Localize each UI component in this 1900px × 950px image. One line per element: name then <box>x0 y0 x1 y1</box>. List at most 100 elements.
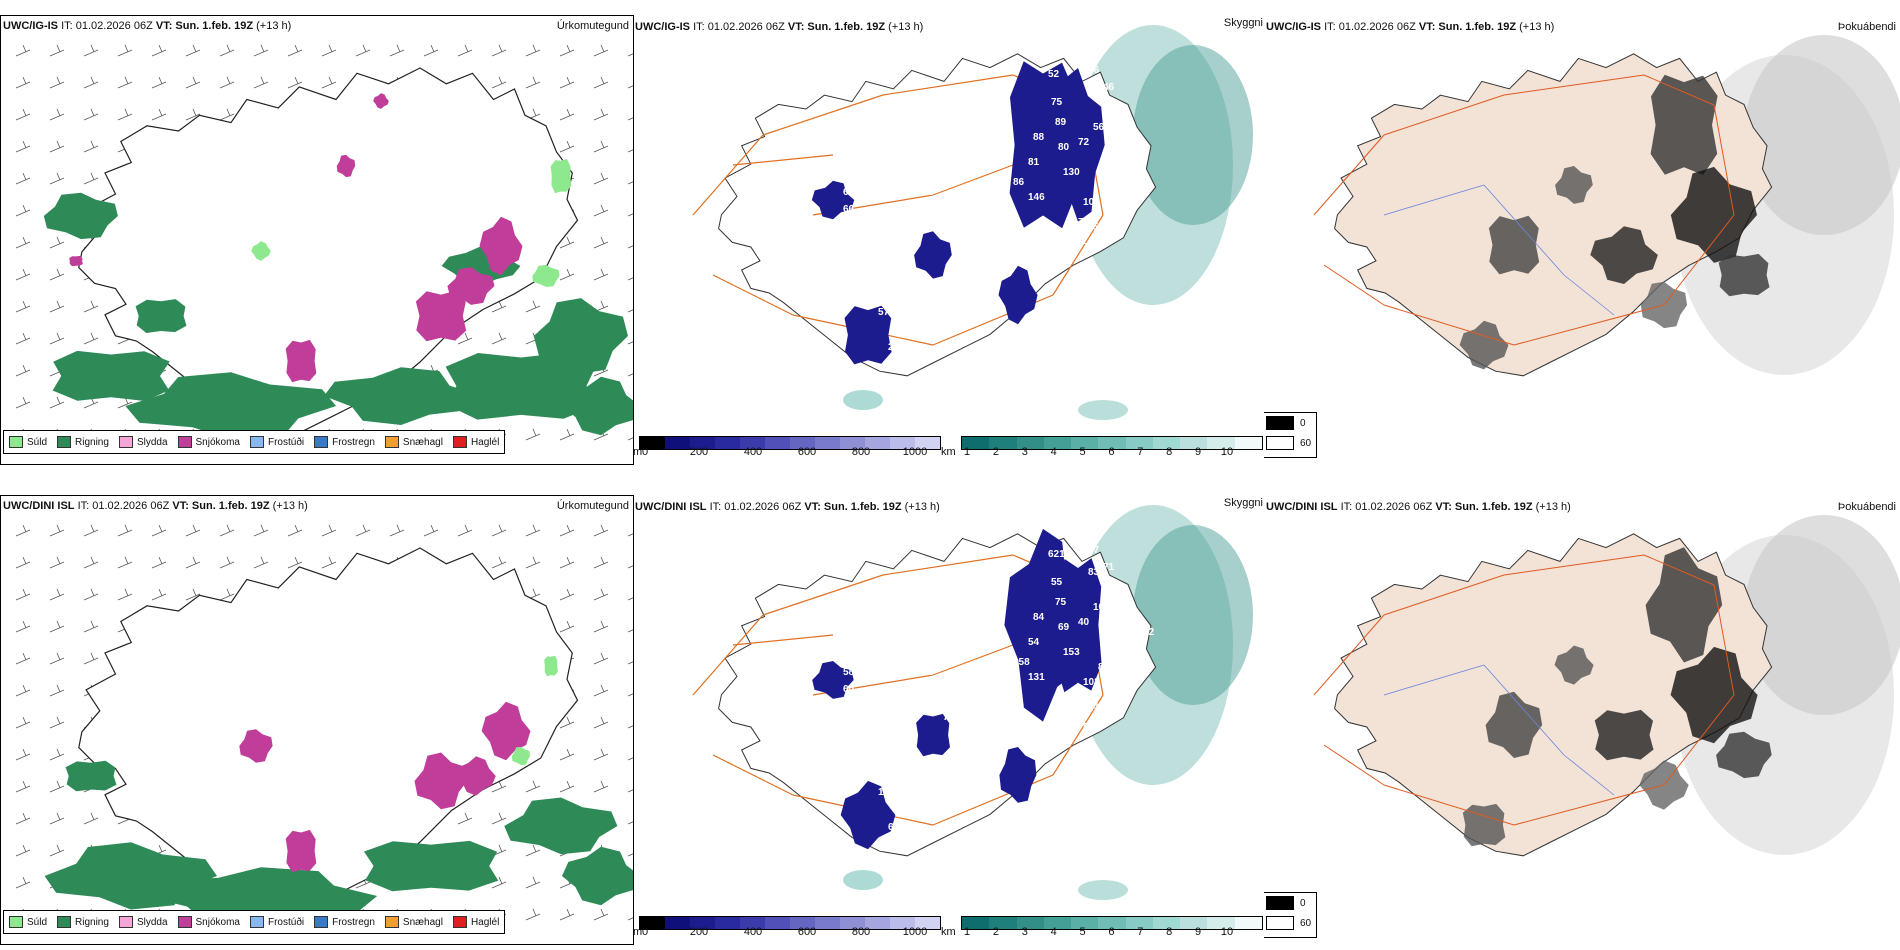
legend-item: Slydda <box>118 916 168 928</box>
ceiling-value: 39 <box>1038 752 1050 763</box>
wind-barb <box>457 812 473 825</box>
ceiling-value: 71 <box>1113 217 1125 228</box>
ceiling-value: 81 <box>1028 157 1040 168</box>
rain-areas <box>43 192 633 440</box>
wind-barb <box>151 108 167 121</box>
road <box>712 274 794 316</box>
ceiling-value: 60 <box>888 822 900 833</box>
visibility-haze-area <box>1133 45 1253 225</box>
colorbar-step <box>790 917 815 929</box>
colorbar-step <box>1098 917 1126 929</box>
wind-barb <box>525 876 541 889</box>
ceiling-panel-name: Skyggni <box>1223 497 1263 509</box>
legend-swatch <box>452 436 467 448</box>
road <box>1713 584 1735 696</box>
wind-barb <box>185 588 201 601</box>
fog-panel-name: Þokuábendi <box>1837 501 1896 513</box>
wind-barb <box>49 588 65 601</box>
precip-legend: Súld Rigning Slydda Snjókoma Frostúði Frostre… <box>3 910 506 934</box>
wind-barb <box>287 76 303 89</box>
wind-barb <box>49 716 65 729</box>
wind-barb <box>593 780 609 793</box>
wind-barb <box>355 44 371 57</box>
legend-swatch <box>249 916 264 928</box>
ceiling-value: 38 <box>1128 667 1140 678</box>
wind-barb <box>593 268 609 281</box>
fog-dark-area <box>1555 166 1593 204</box>
fog-dark-area <box>1488 215 1540 275</box>
ceiling-value: 86 <box>1038 272 1050 283</box>
legend-label: Súld <box>27 916 48 928</box>
wind-barb <box>15 780 31 793</box>
ceiling-value: 72 <box>1078 137 1090 148</box>
fog-dark-area <box>1462 803 1506 847</box>
legend-swatch <box>384 436 399 448</box>
snow-areas <box>69 93 523 383</box>
ceiling-value: 69 <box>1058 622 1070 633</box>
wind-barb <box>525 844 541 857</box>
road <box>1052 694 1104 776</box>
ceiling-value: 85 <box>1098 662 1110 673</box>
colorbar-step <box>1180 917 1208 929</box>
panel-title: UWC/DINI ISL IT: 01.02.2026 06Z VT: Sun.… <box>635 501 940 513</box>
wind-barb <box>627 437 633 441</box>
cloud-ceiling-area <box>999 747 1037 803</box>
colorbar-step <box>1043 437 1072 449</box>
colorbar-tick-label: 5 <box>1079 446 1086 458</box>
colorbar-step <box>962 437 990 449</box>
ceiling-value: 69 <box>1078 697 1090 708</box>
wind-barb <box>15 140 31 153</box>
wind-barb <box>593 76 609 89</box>
visibility-haze-area <box>843 870 883 890</box>
colorbar-tick-label: 1 <box>963 446 971 458</box>
fog-dark-area <box>1485 691 1543 758</box>
wind-barb <box>15 204 31 217</box>
ceiling-value: 18 <box>923 667 935 678</box>
visibility-colorbar-ticks: 1 2 3 4 5 6 7 8 9 10 <box>964 926 1237 940</box>
precip-type-panel: UWC/DINI ISL IT: 01.02.2026 06Z VT: Sun.… <box>0 495 634 945</box>
wind-barb <box>49 396 65 409</box>
road <box>1643 74 1715 106</box>
snow-area <box>69 255 83 267</box>
colorbar-tick-label: 1000 <box>902 446 928 458</box>
fog-panel-name: Þokuábendi <box>1837 21 1896 33</box>
wind-barb <box>49 684 65 697</box>
model-name: UWC/DINI ISL <box>1266 501 1338 513</box>
ceiling-value: 37 <box>1123 132 1135 143</box>
fog-dark-areas <box>1462 547 1772 847</box>
ceiling-value: 73 <box>1083 242 1095 253</box>
wind-barb <box>559 908 575 921</box>
legend-item: Snjókoma <box>177 436 240 448</box>
colorbar-tick-label: 0 <box>641 446 649 458</box>
wind-barb <box>83 172 99 185</box>
wind-barb <box>15 44 31 57</box>
colorbar-tick-label: 4 <box>1050 926 1057 938</box>
rain-area <box>445 352 597 420</box>
ceiling-value: 27 <box>888 342 900 353</box>
wind-barb <box>83 556 99 569</box>
ceiling-value: 59 <box>1113 697 1125 708</box>
wind-barb <box>457 332 473 345</box>
wind-barb <box>627 661 633 665</box>
cloud-ceiling-area <box>812 661 854 699</box>
rain-area <box>43 192 118 240</box>
model-name: UWC/DINI ISL <box>3 500 75 512</box>
ceiling-value: 15 <box>923 187 935 198</box>
visibility-colorbar <box>961 916 1263 930</box>
wind-barb <box>15 748 31 761</box>
wind-barb <box>49 236 65 249</box>
cloud-ceiling-area <box>811 180 855 220</box>
wind-barb <box>627 725 633 729</box>
cloud-ceiling-area <box>998 265 1038 325</box>
snow-areas <box>239 701 531 873</box>
legend-label: Frostúði <box>267 436 305 448</box>
wind-barb <box>593 236 609 249</box>
colorbar-tick-label: 400 <box>743 446 763 458</box>
legend-swatch <box>249 436 264 448</box>
ceiling-value: 78 <box>1078 217 1090 228</box>
colorbar-step <box>715 917 740 929</box>
wind-barb <box>117 108 133 121</box>
wind-barb <box>627 789 633 793</box>
rivers <box>1383 184 1615 316</box>
road <box>692 614 764 696</box>
